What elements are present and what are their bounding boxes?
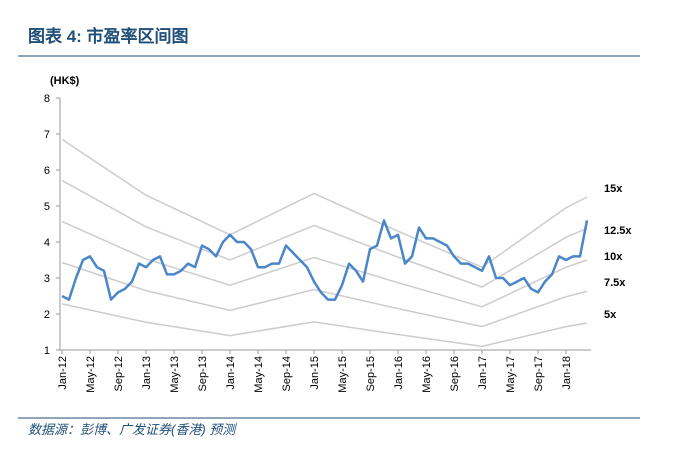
- y-axis-label: (HK$): [50, 75, 80, 87]
- band-label: 7.5x: [604, 277, 626, 289]
- y-tick-label: 4: [44, 237, 50, 249]
- band-line: [61, 303, 588, 348]
- band-line: [61, 179, 588, 288]
- x-tick-label: Sep-17: [533, 356, 545, 391]
- band-label: 15x: [604, 183, 623, 195]
- x-tick-label: May-16: [421, 356, 433, 393]
- band-line: [61, 261, 588, 328]
- y-tick-label: 3: [44, 273, 50, 285]
- x-tick-label: Jan-14: [225, 356, 237, 390]
- y-tick-label: 7: [44, 129, 50, 141]
- x-tick-label: May-13: [169, 356, 181, 393]
- x-tick-label: May-17: [505, 356, 517, 393]
- x-tick-label: Sep-16: [449, 356, 461, 391]
- x-tick-label: Jan-13: [141, 356, 153, 390]
- x-tick-label: May-15: [337, 356, 349, 393]
- chart-title: 图表 4: 市盈率区间图: [28, 26, 189, 46]
- x-tick-label: May-14: [253, 356, 265, 393]
- x-tick-label: Jan-15: [309, 356, 321, 390]
- x-tick-label: Sep-13: [197, 356, 209, 391]
- source: 数据源：彭博、广发证券(香港) 预测: [28, 422, 237, 437]
- band-label: 5x: [604, 309, 617, 321]
- x-tick-label: Jan-18: [561, 356, 573, 390]
- band-line: [61, 138, 588, 269]
- x-tick-label: Jan-17: [477, 356, 489, 390]
- y-tick-label: 6: [44, 165, 50, 177]
- y-tick-label: 1: [44, 345, 50, 357]
- x-tick-label: Sep-15: [365, 356, 377, 391]
- y-tick-label: 2: [44, 309, 50, 321]
- band-label: 10x: [604, 251, 623, 263]
- x-tick-label: Jan-16: [393, 356, 405, 390]
- price-line: [61, 219, 589, 301]
- x-tick-label: Sep-12: [113, 356, 125, 391]
- x-tick-label: May-12: [85, 356, 97, 393]
- y-tick-label: 5: [44, 201, 50, 213]
- x-tick-label: Sep-14: [281, 356, 293, 391]
- x-tick-label: Jan-12: [57, 356, 69, 390]
- y-tick-label: 8: [44, 93, 50, 105]
- band-label: 12.5x: [604, 225, 632, 237]
